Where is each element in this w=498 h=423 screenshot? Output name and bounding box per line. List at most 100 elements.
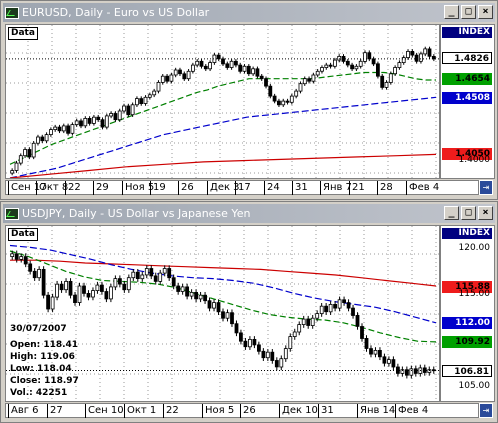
candle — [10, 250, 15, 260]
candle-body — [77, 285, 82, 304]
candle-body — [18, 155, 23, 164]
candle-body — [404, 369, 409, 376]
scroll-to-end-icon[interactable]: ⇥ — [479, 180, 493, 195]
price-label: 1.4050 — [442, 148, 492, 160]
candle — [315, 310, 320, 322]
minimize-icon[interactable]: _ — [444, 206, 459, 220]
candle — [117, 108, 122, 122]
candle — [276, 98, 281, 108]
candle — [328, 301, 333, 315]
scroll-to-end-icon[interactable]: ⇥ — [479, 403, 493, 418]
time-axis-label: 26 — [243, 405, 256, 416]
candle-body — [364, 338, 369, 349]
candle-body — [189, 292, 194, 297]
candle-body — [207, 300, 212, 309]
candle — [176, 282, 181, 295]
candle — [122, 280, 127, 293]
candle-body — [96, 116, 101, 121]
price-label: 109.92 — [442, 336, 492, 348]
candle — [342, 296, 347, 306]
eurusd-chart-area[interactable]: Data INDEX 1.4826 1.4654 1.4508 1.4050 1.400… — [5, 24, 495, 179]
candle — [418, 51, 423, 64]
candle-body — [288, 336, 293, 349]
candle — [36, 134, 40, 146]
candle-body — [297, 324, 302, 333]
candle-body — [301, 318, 306, 325]
candle-body — [272, 95, 277, 102]
candle-body — [134, 98, 139, 106]
candle-body — [59, 283, 64, 291]
candle-body — [274, 360, 279, 368]
candle-body — [185, 286, 190, 297]
candle — [382, 353, 387, 367]
candle-body — [70, 124, 75, 134]
candle-body — [153, 275, 158, 282]
close-icon[interactable]: × — [478, 5, 493, 19]
candle — [208, 60, 213, 72]
candle — [406, 49, 410, 60]
candle-body — [391, 359, 396, 368]
maximize-icon[interactable]: □ — [461, 206, 476, 220]
candle — [369, 345, 373, 358]
candle-body — [270, 351, 275, 361]
maximize-icon[interactable]: □ — [461, 5, 476, 19]
candle-body — [319, 305, 324, 314]
usdjpy-chart-area[interactable]: Data INDEX 115.88 112.00 109.92 106.81 120.0… — [5, 225, 495, 402]
candle — [165, 73, 170, 84]
candle-body — [122, 283, 127, 291]
candle — [212, 299, 216, 312]
candle — [423, 46, 428, 57]
candle — [74, 118, 79, 127]
candle — [147, 92, 152, 100]
candle — [83, 116, 88, 129]
close-icon[interactable]: × — [478, 206, 493, 220]
candle — [377, 347, 382, 361]
candle — [306, 315, 311, 329]
usdjpy-window-title: USDJPY, Daily - US Dollar vs Japanese Ye… — [22, 207, 251, 220]
time-axis-tick — [279, 404, 280, 418]
candle-body — [298, 83, 303, 92]
info-close: Close: 118.97 — [10, 376, 79, 386]
eurusd-window-controls: _ □ × — [444, 5, 493, 19]
candle — [190, 62, 195, 74]
candle — [221, 56, 225, 67]
candle-body — [279, 358, 284, 368]
candle — [375, 61, 380, 79]
eurusd-chart — [6, 25, 441, 178]
chart-window-icon — [5, 6, 19, 19]
candle — [126, 103, 131, 117]
candle — [46, 291, 50, 313]
eurusd-titlebar[interactable]: EURUSD, Daily - Euro vs US Dollar _ □ × — [3, 3, 495, 22]
candle-body — [173, 69, 178, 76]
candle-body — [87, 118, 92, 124]
candle-body — [302, 78, 307, 85]
chart-window-icon — [5, 207, 19, 220]
candle — [400, 366, 405, 377]
candle — [320, 65, 324, 74]
candle — [243, 337, 248, 350]
time-axis-label: 31 — [321, 405, 334, 416]
grid — [6, 25, 440, 178]
candle — [373, 347, 378, 358]
candle-body — [386, 359, 391, 364]
candle — [261, 348, 266, 361]
candle-body — [373, 350, 378, 355]
candle-body — [216, 54, 221, 60]
time-axis-tick — [357, 404, 358, 418]
candle-body — [41, 269, 46, 296]
candle-body — [182, 73, 187, 80]
time-axis-tick — [202, 404, 203, 418]
candle — [37, 266, 42, 281]
candle — [274, 357, 279, 371]
candle — [64, 278, 68, 293]
usdjpy-titlebar[interactable]: USDJPY, Daily - US Dollar vs Japanese Ye… — [3, 204, 495, 223]
usdjpy-chart — [6, 226, 441, 401]
minimize-icon[interactable]: _ — [444, 5, 459, 19]
candle-body — [328, 64, 333, 67]
candle — [216, 299, 221, 315]
candle-body — [143, 96, 148, 104]
candle-body — [212, 302, 216, 309]
candle-body — [208, 62, 213, 70]
candle-body — [238, 64, 243, 72]
time-axis-label: Окт 1 — [127, 405, 157, 416]
